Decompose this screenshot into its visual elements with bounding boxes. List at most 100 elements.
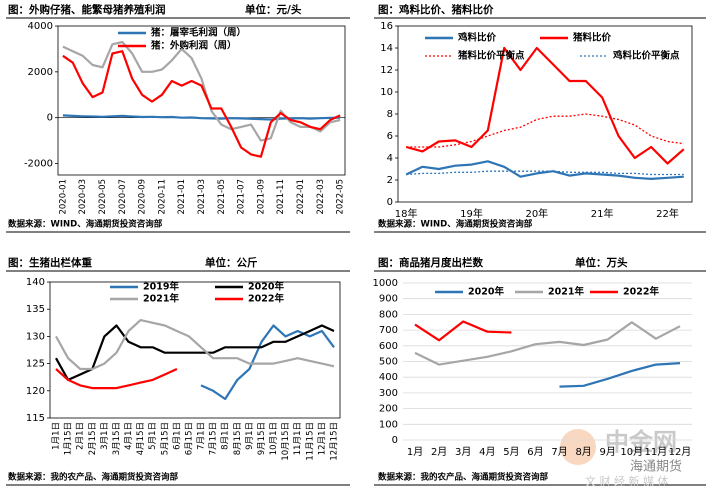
x-tick-label: 2月1日: [76, 422, 86, 450]
y-tick-label: -2000: [24, 159, 53, 170]
x-tick-label: 6月: [527, 446, 543, 458]
y-tick-label: 700: [379, 325, 398, 336]
y-tick-label: 135: [26, 304, 45, 315]
series-line: [405, 46, 685, 165]
x-tick-label: 18年: [395, 207, 418, 220]
legend-label: 猪料比价: [572, 32, 612, 44]
source-note: 数据来源：我的农产品、海通期货投资咨询部: [378, 472, 549, 483]
x-tick-label: 12月: [669, 446, 692, 458]
x-tick-label: 10月15日: [281, 422, 291, 461]
series-line: [405, 160, 684, 180]
x-tick-label: 2020-09: [138, 179, 148, 215]
y-tick-label: 6: [387, 131, 393, 142]
x-tick-label: 2021-05: [217, 179, 227, 215]
x-tick-label: 2021-03: [197, 179, 207, 215]
x-tick-label: 2021-11: [276, 179, 286, 215]
x-tick-label: 9月: [600, 446, 616, 458]
y-tick-label: 140: [26, 277, 45, 288]
y-tick-label: 16: [380, 21, 393, 32]
x-tick-label: 7月: [551, 446, 567, 458]
series-line: [414, 321, 681, 366]
x-tick-label: 2022-03: [316, 179, 326, 215]
x-tick-label: 22年: [656, 207, 679, 220]
y-tick-label: 4: [387, 153, 393, 164]
x-tick-label: 7月15日: [209, 422, 219, 455]
legend-label: 2021年: [548, 286, 584, 298]
x-tick-label: 2020-05: [98, 179, 108, 215]
legend-label: 猪：外购利润（周）: [150, 40, 237, 52]
series-line: [414, 320, 512, 342]
x-tick-label: 12月1日: [317, 422, 327, 455]
x-tick-label: 1月15日: [64, 422, 74, 455]
series-line: [62, 114, 341, 121]
legend-label: 2022年: [623, 286, 659, 298]
x-tick-label: 11月1日: [293, 422, 303, 455]
x-tick-label: 2020-07: [118, 179, 128, 215]
chart-title: 图：商品猪月度出栏数: [378, 256, 483, 269]
x-tick-label: 2020-11: [157, 179, 167, 215]
unit-label: 单位：元/头: [245, 3, 302, 16]
x-tick-label: 19年: [460, 207, 483, 220]
x-tick-label: 9月1日: [245, 422, 255, 450]
series-line: [406, 113, 684, 148]
x-tick-label: 2021-09: [256, 179, 266, 215]
x-tick-label: 2022-01: [296, 179, 306, 215]
legend-label: 2020年: [468, 286, 504, 298]
y-tick-label: 0: [47, 113, 53, 124]
x-tick-label: 8月: [575, 446, 591, 458]
source-note: 数据来源：WIND、海通期货投资咨询部: [8, 219, 163, 230]
x-tick-label: 21年: [591, 207, 614, 220]
series-line: [62, 40, 341, 142]
x-tick-label: 3月1日: [100, 422, 110, 450]
x-tick-label: 10月1日: [269, 422, 279, 455]
legend-label: 猪料比价平衡点: [457, 50, 525, 62]
x-tick-label: 4月1日: [124, 422, 134, 450]
series-line: [55, 324, 335, 381]
x-tick-label: 1月1日: [52, 422, 62, 450]
y-tick-label: 2: [387, 175, 393, 186]
x-tick-label: 4月15日: [136, 422, 146, 455]
x-tick-label: 5月: [503, 446, 519, 458]
plot-frame: [49, 281, 341, 419]
legend-label: 猪：屠宰毛利润（周）: [150, 27, 246, 39]
y-tick-label: 300: [379, 388, 398, 399]
chart-title: 图：生猪出栏体重: [8, 256, 92, 269]
plot-frame: [57, 25, 346, 176]
x-tick-label: 10月: [620, 446, 643, 458]
x-tick-label: 9月15日: [257, 422, 267, 455]
series-line: [55, 367, 178, 390]
x-tick-label: 6月1日: [172, 422, 182, 450]
series-line: [559, 362, 681, 388]
legend-label: 2022年: [248, 293, 284, 305]
watermark-account: 海通期货: [630, 459, 682, 475]
x-tick-label: 7月1日: [197, 422, 207, 450]
y-tick-label: 0: [392, 435, 398, 446]
series-line: [62, 50, 341, 158]
y-tick-label: 600: [379, 341, 398, 352]
x-tick-label: 11月15日: [305, 422, 315, 461]
legend-label: 2021年: [143, 293, 179, 305]
y-tick-label: 4000: [28, 21, 53, 32]
watermark-logo: 中金网: [605, 428, 677, 456]
y-tick-label: 12: [380, 65, 393, 76]
source-note: 数据来源：我的农产品、海通期货投资咨询部: [8, 472, 179, 483]
y-tick-label: 10: [380, 87, 393, 98]
x-tick-label: 2021-01: [177, 179, 187, 215]
y-tick-label: 900: [379, 294, 398, 305]
y-tick-label: 0: [387, 197, 393, 208]
x-tick-label: 2月15日: [88, 422, 98, 455]
y-tick-label: 100: [379, 419, 398, 430]
legend-label: 2020年: [248, 281, 284, 293]
legend-label: 鸡料比价: [457, 32, 497, 44]
y-tick-label: 1000: [373, 278, 398, 289]
x-tick-label: 11月: [645, 446, 668, 458]
x-tick-label: 20年: [525, 207, 548, 220]
x-tick-label: 6月15日: [184, 422, 194, 455]
y-tick-label: 400: [379, 372, 398, 383]
y-tick-label: 200: [379, 404, 398, 415]
chart-title: 图：鸡料比价、猪料比价: [378, 3, 494, 16]
x-tick-label: 5月15日: [160, 422, 170, 455]
x-tick-label: 1月: [407, 446, 423, 458]
x-tick-label: 2020-03: [78, 179, 88, 215]
